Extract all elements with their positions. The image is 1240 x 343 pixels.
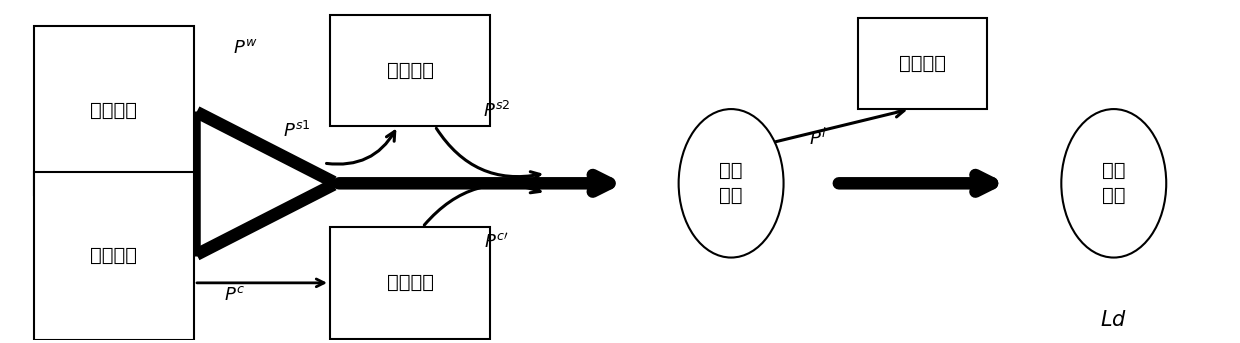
Text: $P^l$: $P^l$ [808,127,826,149]
Text: 电能损失: 电能损失 [899,54,946,73]
Bar [330,15,490,126]
Text: $P^w$: $P^w$ [233,39,257,57]
Text: 火力调峰: 火力调峰 [387,273,434,292]
Text: 输送
通道: 输送 通道 [719,161,743,205]
Text: 火力发电: 火力发电 [91,246,138,265]
Text: 需求
负荷: 需求 负荷 [1102,161,1126,205]
Text: $Ld$: $Ld$ [1100,310,1127,330]
Ellipse shape [678,109,784,258]
Text: $P^c$: $P^c$ [224,286,246,304]
Text: 抽水蓄能: 抽水蓄能 [387,61,434,80]
Bar [858,18,987,109]
Text: $P^{s2}$: $P^{s2}$ [482,101,510,121]
Bar [330,227,490,339]
Bar [33,26,195,195]
Ellipse shape [1061,109,1167,258]
Text: $P^{s1}$: $P^{s1}$ [283,121,310,141]
Text: $P^{c\prime}$: $P^{c\prime}$ [485,233,508,252]
Text: 光伏发电: 光伏发电 [91,101,138,120]
Bar [33,172,195,340]
